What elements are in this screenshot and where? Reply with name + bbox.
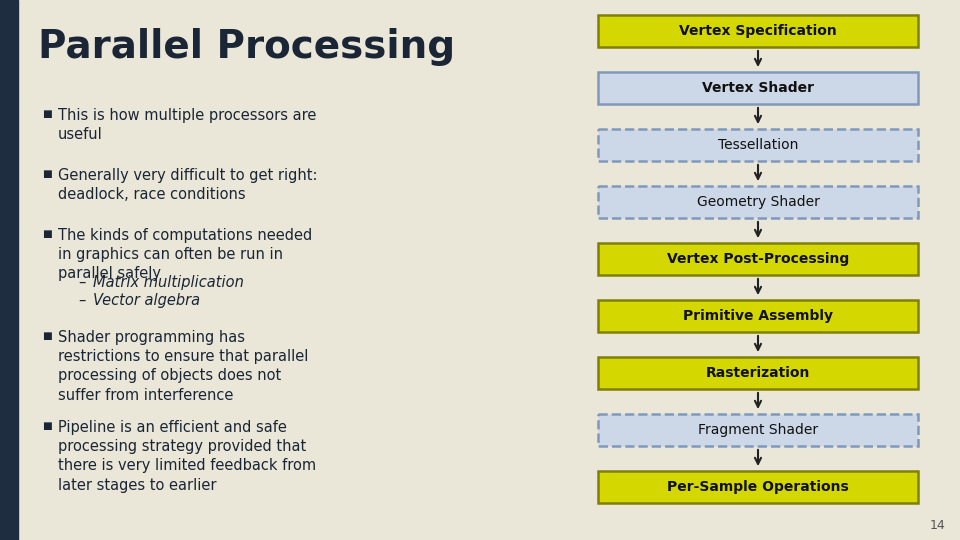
Text: 14: 14 bbox=[929, 519, 945, 532]
Text: Tessellation: Tessellation bbox=[718, 138, 798, 152]
Text: Primitive Assembly: Primitive Assembly bbox=[683, 309, 833, 323]
FancyBboxPatch shape bbox=[598, 72, 918, 104]
FancyBboxPatch shape bbox=[598, 414, 918, 446]
FancyBboxPatch shape bbox=[598, 15, 918, 47]
Text: Fragment Shader: Fragment Shader bbox=[698, 423, 818, 437]
Text: Generally very difficult to get right:
deadlock, race conditions: Generally very difficult to get right: d… bbox=[58, 168, 318, 202]
Text: Matrix multiplication: Matrix multiplication bbox=[93, 274, 244, 289]
Text: Vector algebra: Vector algebra bbox=[93, 293, 200, 307]
Text: Pipeline is an efficient and safe
processing strategy provided that
there is ver: Pipeline is an efficient and safe proces… bbox=[58, 420, 316, 492]
Text: Parallel Processing: Parallel Processing bbox=[38, 28, 455, 66]
Text: ■: ■ bbox=[42, 169, 52, 179]
Text: –: – bbox=[78, 293, 85, 307]
Text: ■: ■ bbox=[42, 109, 52, 119]
FancyBboxPatch shape bbox=[598, 471, 918, 503]
Text: Shader programming has
restrictions to ensure that parallel
processing of object: Shader programming has restrictions to e… bbox=[58, 330, 308, 403]
Text: –: – bbox=[78, 274, 85, 289]
Text: ■: ■ bbox=[42, 229, 52, 239]
Bar bbox=[0, 0, 18, 540]
Text: Vertex Post-Processing: Vertex Post-Processing bbox=[667, 252, 850, 266]
Text: Vertex Shader: Vertex Shader bbox=[702, 81, 814, 95]
Text: This is how multiple processors are
useful: This is how multiple processors are usef… bbox=[58, 108, 317, 142]
Text: ■: ■ bbox=[42, 421, 52, 431]
Text: Per-Sample Operations: Per-Sample Operations bbox=[667, 480, 849, 494]
Text: ■: ■ bbox=[42, 331, 52, 341]
Text: The kinds of computations needed
in graphics can often be run in
parallel safely: The kinds of computations needed in grap… bbox=[58, 228, 312, 281]
Text: Vertex Specification: Vertex Specification bbox=[679, 24, 837, 38]
FancyBboxPatch shape bbox=[598, 243, 918, 275]
FancyBboxPatch shape bbox=[598, 129, 918, 161]
Text: Rasterization: Rasterization bbox=[706, 366, 810, 380]
FancyBboxPatch shape bbox=[598, 300, 918, 332]
Text: Geometry Shader: Geometry Shader bbox=[697, 195, 820, 209]
FancyBboxPatch shape bbox=[598, 186, 918, 218]
FancyBboxPatch shape bbox=[598, 357, 918, 389]
